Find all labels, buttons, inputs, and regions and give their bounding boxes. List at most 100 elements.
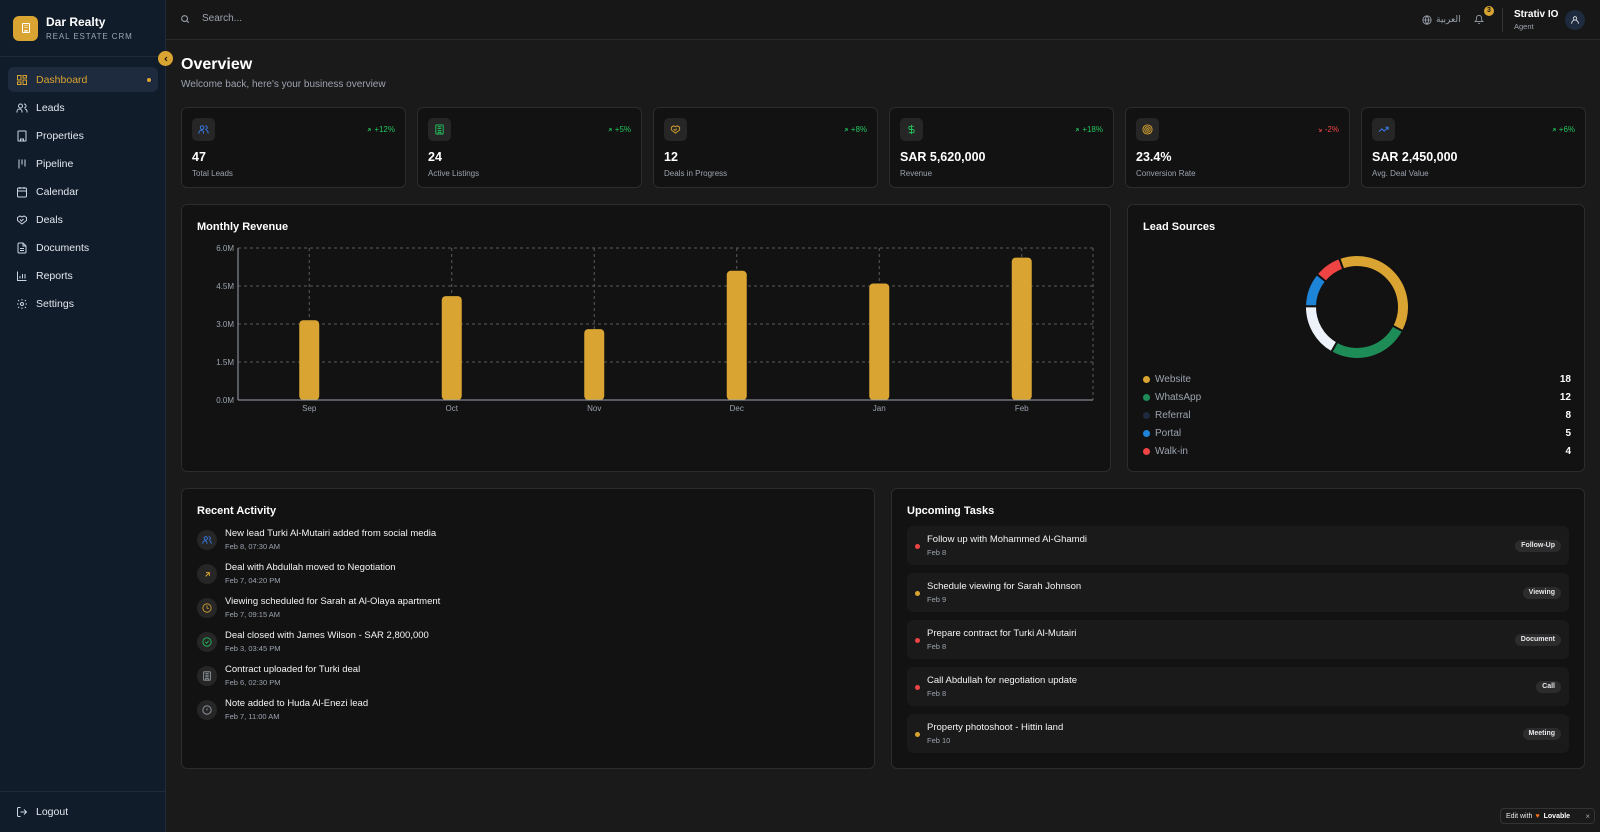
brand[interactable]: Dar Realty REAL ESTATE CRM [0, 0, 165, 57]
stat-card-total-leads[interactable]: +12% 47 Total Leads [181, 107, 406, 188]
lovable-brand: Lovable [1543, 812, 1571, 820]
sidebar-item-properties[interactable]: Properties [8, 123, 158, 148]
task-item[interactable]: Property photoshoot - Hittin land Feb 10… [907, 714, 1569, 753]
sidebar-item-reports[interactable]: Reports [8, 263, 158, 288]
sidebar-item-calendar[interactable]: Calendar [8, 179, 158, 204]
brand-name: Dar Realty [46, 15, 106, 29]
activity-text: Contract uploaded for Turki deal [225, 664, 361, 675]
sidebar-item-leads[interactable]: Leads [8, 95, 158, 120]
legend-item-referral: Referral 8 [1143, 408, 1571, 422]
lovable-prefix: Edit with [1506, 812, 1533, 820]
avatar[interactable] [1565, 10, 1585, 30]
lead-sources-card: Lead Sources Website 18 WhatsApp 12 Refe… [1127, 204, 1585, 472]
task-type-badge: Viewing [1522, 587, 1561, 599]
search-icon [181, 14, 190, 23]
language-switcher[interactable]: العربية [1422, 14, 1461, 25]
stat-label: Avg. Deal Value [1372, 169, 1429, 178]
y-tick-label: 6.0M [216, 244, 234, 253]
task-type-badge: Document [1514, 634, 1561, 646]
task-item[interactable]: Follow up with Mohammed Al-Ghamdi Feb 8 … [907, 526, 1569, 565]
card-title: Upcoming Tasks [907, 505, 995, 517]
task-item[interactable]: Call Abdullah for negotiation update Feb… [907, 667, 1569, 706]
building-logo-icon [13, 15, 38, 41]
activity-text: Viewing scheduled for Sarah at Al-Olaya … [225, 596, 441, 607]
revenue-bar-chart: 0.0M 1.5M 3.0M 4.5M 6.0M Sep Oct Nov Dec Jan Feb [216, 244, 1094, 413]
legend-dot [1143, 375, 1150, 383]
card-title: Lead Sources [1143, 221, 1216, 233]
header-divider [1502, 8, 1503, 32]
task-title: Prepare contract for Turki Al-Mutairi [927, 628, 1077, 639]
sidebar-item-documents[interactable]: Documents [8, 235, 158, 260]
priority-dot [915, 544, 920, 549]
sidebar-item-label: Documents [36, 241, 90, 254]
legend-dot [1143, 447, 1150, 455]
stat-card-revenue[interactable]: +18% SAR 5,620,000 Revenue [889, 107, 1114, 188]
user-info[interactable]: Strativ IO Agent [1514, 9, 1558, 31]
bar [441, 296, 462, 400]
task-type-badge: Follow-Up [1515, 540, 1561, 552]
task-item[interactable]: Prepare contract for Turki Al-Mutairi Fe… [907, 620, 1569, 659]
task-item[interactable]: Schedule viewing for Sarah Johnson Feb 9… [907, 573, 1569, 612]
close-icon[interactable]: × [1585, 812, 1590, 821]
logout-icon [16, 806, 28, 818]
users-icon [192, 118, 215, 141]
search-input[interactable] [202, 13, 502, 24]
sidebar-item-dashboard[interactable]: Dashboard [8, 67, 158, 92]
stat-card-conversion-rate[interactable]: -2% 23.4% Conversion Rate [1125, 107, 1350, 188]
bar [299, 320, 320, 400]
sidebar-item-label: Reports [36, 269, 73, 282]
stat-trend: +8% [843, 125, 867, 134]
search-bar [180, 13, 502, 24]
arrow-down-right-icon [1318, 127, 1322, 132]
task-title: Follow up with Mohammed Al-Ghamdi [927, 534, 1087, 545]
stat-label: Total Leads [192, 169, 233, 178]
stat-card-avg-deal-value[interactable]: +6% SAR 2,450,000 Avg. Deal Value [1361, 107, 1586, 188]
y-tick-label: 4.5M [216, 282, 234, 291]
handshake-icon [16, 214, 28, 226]
gear-icon [16, 298, 28, 310]
stat-card-active-listings[interactable]: +5% 24 Active Listings [417, 107, 642, 188]
sidebar-nav: Dashboard Leads Properties Pipeline Cale… [8, 67, 158, 319]
recent-activity-card: Recent Activity New lead Turki Al-Mutair… [181, 488, 875, 769]
x-tick-label: Nov [587, 404, 601, 413]
task-date: Feb 10 [927, 736, 951, 745]
stat-value: SAR 5,620,000 [900, 150, 986, 164]
legend-dot [1143, 393, 1150, 401]
stat-card-deals-in-progress[interactable]: +8% 12 Deals in Progress [653, 107, 878, 188]
y-tick-label: 1.5M [216, 358, 234, 367]
legend-item-whatsapp: WhatsApp 12 [1143, 390, 1571, 404]
task-date: Feb 8 [927, 642, 947, 651]
logout-button[interactable]: Logout [0, 791, 166, 832]
page-title: Overview [181, 56, 253, 73]
x-tick-label: Jan [873, 404, 886, 413]
language-label: العربية [1436, 14, 1461, 24]
x-tick-label: Oct [446, 404, 459, 413]
activity-time: Feb 7, 04:20 PM [225, 576, 281, 585]
sidebar-item-settings[interactable]: Settings [8, 291, 158, 316]
card-title: Monthly Revenue [197, 221, 289, 233]
y-tick-label: 3.0M [216, 320, 234, 329]
dashboard-icon [16, 74, 28, 86]
check-circle-icon [197, 632, 217, 652]
dollar-icon [900, 118, 923, 141]
task-type-badge: Meeting [1522, 728, 1561, 740]
priority-dot [915, 685, 920, 690]
chevron-left-icon [163, 56, 167, 61]
activity-time: Feb 7, 11:00 AM [225, 712, 280, 721]
stat-trend: +18% [1074, 125, 1103, 134]
stat-trend: -2% [1317, 125, 1339, 134]
donut-slice [1337, 254, 1410, 333]
donut-slice [1315, 256, 1345, 284]
sidebar-item-pipeline[interactable]: Pipeline [8, 151, 158, 176]
priority-dot [915, 591, 920, 596]
lovable-heart-icon: ♥ [1535, 812, 1540, 820]
top-bar: العربية 3 Strativ IO Agent [166, 0, 1600, 40]
collapse-sidebar-button[interactable] [158, 51, 173, 66]
sidebar-item-deals[interactable]: Deals [8, 207, 158, 232]
notifications-button[interactable] [1473, 14, 1485, 28]
sidebar-item-label: Pipeline [36, 157, 74, 170]
edit-with-lovable-badge[interactable]: Edit with ♥ Lovable × [1500, 808, 1595, 824]
stat-label: Revenue [900, 169, 933, 178]
donut-slice [1329, 324, 1405, 360]
brand-subtitle: REAL ESTATE CRM [46, 32, 133, 41]
